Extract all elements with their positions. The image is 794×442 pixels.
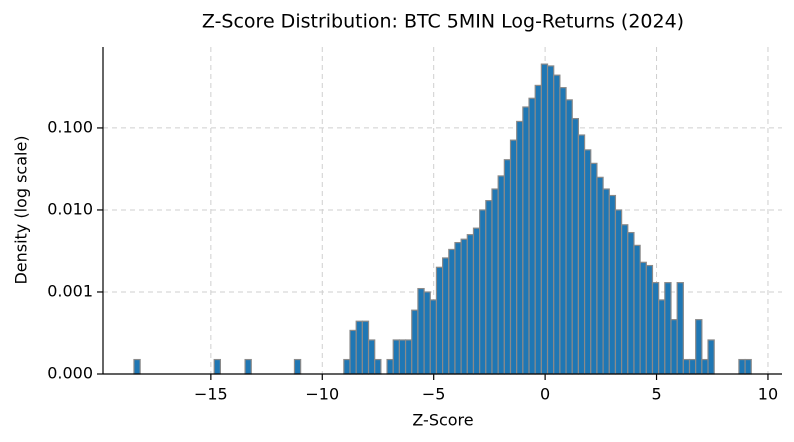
bar [627,231,635,375]
bar [534,84,542,375]
y-tick-label: 0.100 [47,117,93,136]
y-axis-label: Density (log scale) [12,135,31,284]
bar [658,299,666,375]
bar [540,63,549,375]
bar [645,264,654,375]
x-tick-label: −5 [422,385,446,404]
bar [701,358,709,375]
bar [516,120,524,375]
bar [497,175,505,375]
x-tick-label: 5 [651,385,661,404]
x-tick-label: 0 [540,385,550,404]
bar [614,209,623,375]
bar [633,244,641,375]
bar [133,358,141,375]
y-tick-label: 0.000 [47,364,93,383]
x-axis-label: Z-Score [412,411,473,430]
bar [411,309,419,375]
bar [695,319,703,375]
bar [688,358,697,375]
bar [293,358,302,375]
bar [454,241,462,375]
bar [367,339,376,375]
bar [528,97,536,375]
bar [503,159,512,375]
bar [374,358,382,375]
bar [639,261,647,375]
bar [571,117,580,375]
bar [602,188,610,375]
bar [565,99,573,375]
bar [491,188,499,375]
bar [553,74,561,375]
x-tick-label: −15 [194,385,228,404]
bar [460,238,468,375]
bar [682,358,691,375]
bar [596,176,604,375]
bar [472,227,481,375]
bar [509,139,518,375]
bar [583,149,592,375]
bar [707,339,715,375]
bar [608,194,617,375]
bar [392,339,401,375]
bar [664,282,672,375]
bar [386,358,394,375]
bar [429,299,438,375]
bar [213,358,221,375]
bar [442,257,450,375]
x-tick-label: −10 [305,385,339,404]
bar [590,162,598,375]
bar [621,224,629,375]
y-tick-label: 0.010 [47,199,93,218]
bar [343,358,351,375]
bar [448,248,456,375]
bar [466,234,475,375]
bar [485,200,493,375]
bar [244,358,252,375]
bar [676,282,684,375]
bar [651,282,660,375]
bar [349,329,357,375]
bar [361,320,370,375]
bar [546,65,555,375]
chart-title: Z-Score Distribution: BTC 5MIN Log-Retur… [202,11,684,33]
bar [435,266,444,375]
y-tick-label: 0.001 [47,281,93,300]
bar [355,320,363,375]
bar [559,87,567,375]
bar [479,209,487,375]
bar [423,291,431,375]
bar [417,287,425,375]
bar [577,134,586,375]
bar [398,339,407,375]
bar [738,358,746,375]
bar [404,339,413,375]
bar [744,358,752,375]
bar [670,319,678,375]
bar [522,106,530,375]
x-tick-label: 10 [758,385,778,404]
